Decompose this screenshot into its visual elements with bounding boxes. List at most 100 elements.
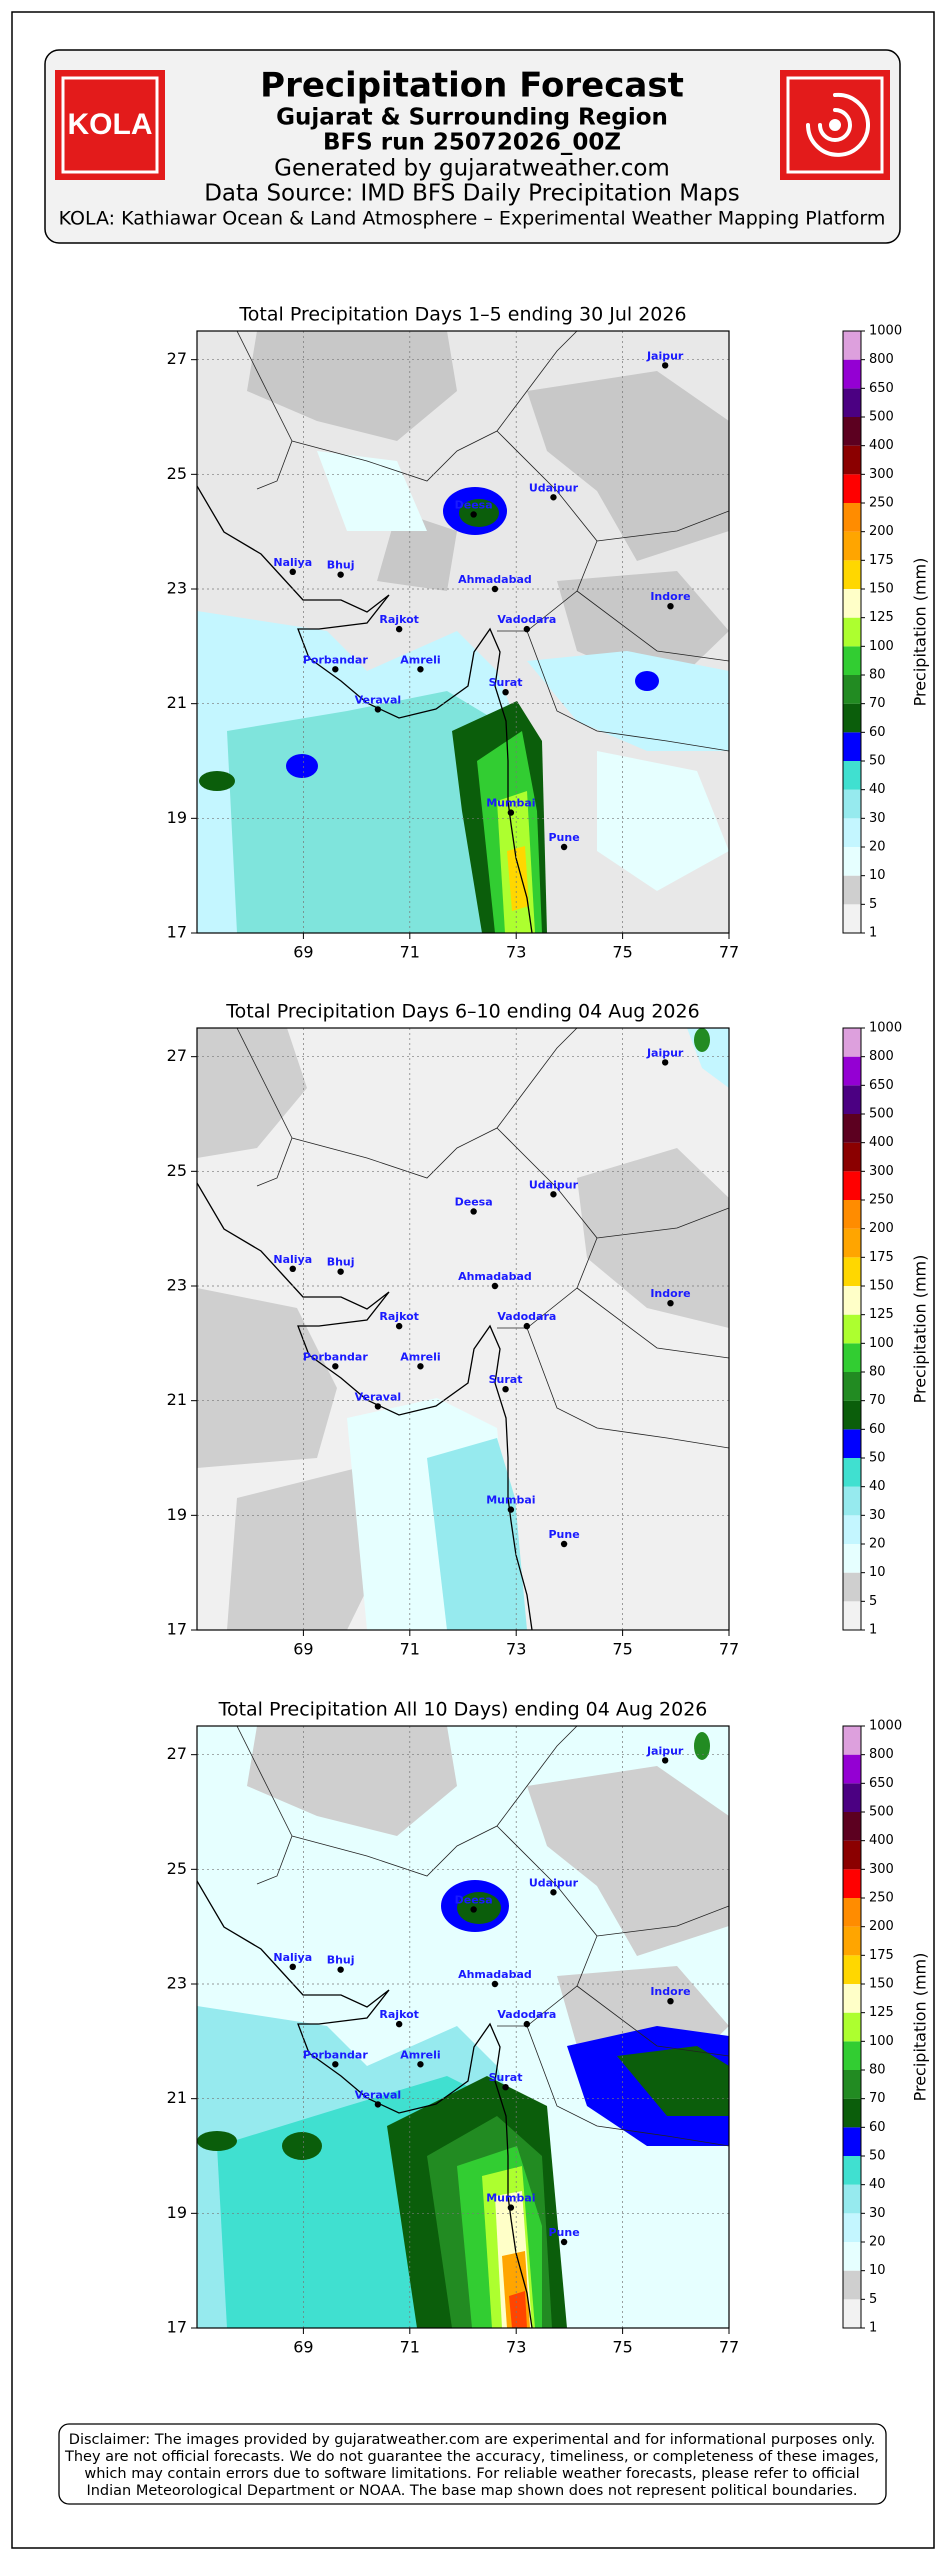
logo-text: KOLA <box>68 108 153 141</box>
disclaimer-line: Disclaimer: The images provided by gujar… <box>69 2432 875 2448</box>
colorbar-tick-label: 500 <box>869 1805 894 1820</box>
colorbar-tick-label: 60 <box>869 1422 886 1437</box>
colorbar-tick-label: 1 <box>869 1623 877 1638</box>
disclaimer-line: which may contain errors due to software… <box>84 2466 859 2482</box>
x-tick-label: 77 <box>719 2338 739 2357</box>
city-label: Ahmadabad <box>458 1968 532 1981</box>
city-label: Bhuj <box>327 1256 355 1269</box>
colorbar-segment <box>843 1869 861 1898</box>
city-dot <box>507 1506 515 1513</box>
colorbar-segment <box>843 2213 861 2242</box>
y-tick-label: 27 <box>167 1046 187 1065</box>
colorbar-segment <box>843 359 861 389</box>
colorbar-tick-label: 20 <box>869 2235 886 2250</box>
colorbar-tick-label: 1000 <box>869 1719 902 1734</box>
city-label: Vadodara <box>497 1310 556 1323</box>
y-tick-label: 17 <box>167 923 187 942</box>
y-tick-label: 23 <box>167 1974 187 1993</box>
city-dot <box>395 625 403 633</box>
city-label: Vadodara <box>497 2008 556 2021</box>
colorbar-tick-label: 500 <box>869 410 894 425</box>
city-label: Mumbai <box>486 797 535 810</box>
colorbar-segment <box>843 1601 861 1630</box>
colorbar-tick-label: 30 <box>869 811 886 826</box>
colorbar-tick-label: 100 <box>869 639 894 654</box>
city-dot <box>661 1059 669 1066</box>
x-tick-label: 77 <box>719 943 739 962</box>
x-tick-label: 75 <box>612 2338 632 2357</box>
colorbar-tick-label: 400 <box>869 1135 894 1150</box>
city-label: Pune <box>548 831 579 844</box>
city-dot <box>523 625 531 633</box>
colorbar-tick-label: 150 <box>869 1977 894 1992</box>
city-dot <box>667 1998 674 2005</box>
precip-field <box>197 331 729 933</box>
map-frame <box>196 1027 730 1631</box>
colorbar-tick-label: 1000 <box>869 324 902 339</box>
colorbar-tick-label: 125 <box>869 2005 894 2020</box>
colorbar-segment <box>843 646 861 675</box>
city-label: Mumbai <box>486 2192 535 2205</box>
logo-left-frame <box>61 76 159 174</box>
city-dot <box>337 1268 344 1275</box>
city-dot <box>417 1363 424 1370</box>
y-tick-label: 25 <box>167 464 187 483</box>
city-label: Ahmadabad <box>458 573 532 586</box>
colorbar-tick-label: 400 <box>869 438 894 453</box>
city-label: Mumbai <box>486 1494 535 1507</box>
colorbar-segment <box>843 2041 861 2070</box>
colorbar-segment <box>843 531 861 561</box>
city-dot <box>560 843 568 851</box>
city-label: Ahmadabad <box>458 1270 532 1283</box>
colorbar-tick-label: 80 <box>869 1365 886 1380</box>
colorbar-segment <box>843 1955 861 1984</box>
colorbar-tick-label: 650 <box>869 381 894 396</box>
city-dot <box>395 1322 403 1330</box>
colorbar-segment <box>843 2184 861 2214</box>
header-run: BFS run 25072026_00Z <box>323 130 621 156</box>
city-label: Jaipur <box>646 349 684 362</box>
colorbar-tick-label: 150 <box>869 1279 894 1294</box>
colorbar: 1 5 10 20 30 40 50 60 70 80 100 125 150 175 200 250 300 4… <box>842 1021 902 1638</box>
colorbar-segment <box>843 2270 861 2300</box>
city-dot <box>470 1208 477 1215</box>
city-dot <box>374 706 382 713</box>
colorbar-segment <box>843 1056 861 1086</box>
colorbar-segment <box>843 675 861 704</box>
colorbar-label: Precipitation (mm) <box>911 1255 930 1404</box>
city-label: Deesa <box>455 1893 493 1906</box>
city-dot <box>417 2061 424 2068</box>
map-title: Total Precipitation Days 1–5 ending 30 J… <box>238 304 686 326</box>
colorbar-tick-label: 125 <box>869 610 894 625</box>
map-panel: 69 71 73 75 77 17 19 21 23 25 27 Jaipur Udaipur Deesa… <box>167 1027 739 1659</box>
colorbar-segment <box>843 1114 861 1143</box>
city-dot <box>550 1191 557 1198</box>
colorbar-segment <box>843 503 861 532</box>
x-tick-label: 71 <box>400 943 420 962</box>
city-label: Indore <box>650 590 690 603</box>
y-tick-label: 27 <box>167 1744 187 1763</box>
x-tick-label: 73 <box>506 2338 526 2357</box>
city-label: Pune <box>548 2226 579 2239</box>
colorbar-segment <box>843 732 861 761</box>
x-tick-label: 75 <box>612 943 632 962</box>
colorbar-tick-label: 20 <box>869 840 886 855</box>
colorbar-tick-label: 1000 <box>869 1021 902 1036</box>
colorbar-tick-label: 30 <box>869 1508 886 1523</box>
y-tick-label: 19 <box>167 808 187 827</box>
colorbar-segment <box>843 1200 861 1229</box>
colorbar-segment <box>843 1400 861 1430</box>
colorbar-tick-label: 10 <box>869 868 886 883</box>
header-platform: KOLA: Kathiawar Ocean & Land Atmosphere … <box>59 208 886 230</box>
colorbar-segment <box>843 1372 861 1401</box>
colorbar-segment <box>843 2156 861 2185</box>
colorbar-tick-label: 150 <box>869 582 894 597</box>
colorbar-tick-label: 80 <box>869 2063 886 2078</box>
colorbar-tick-label: 5 <box>869 1594 877 1609</box>
colorbar-segment <box>843 1429 861 1458</box>
colorbar-segment <box>843 617 861 647</box>
colorbar-frame <box>842 1725 862 2329</box>
colorbar-segment <box>843 2012 861 2042</box>
city-dot <box>661 362 669 369</box>
colorbar-tick-label: 40 <box>869 1479 886 1494</box>
